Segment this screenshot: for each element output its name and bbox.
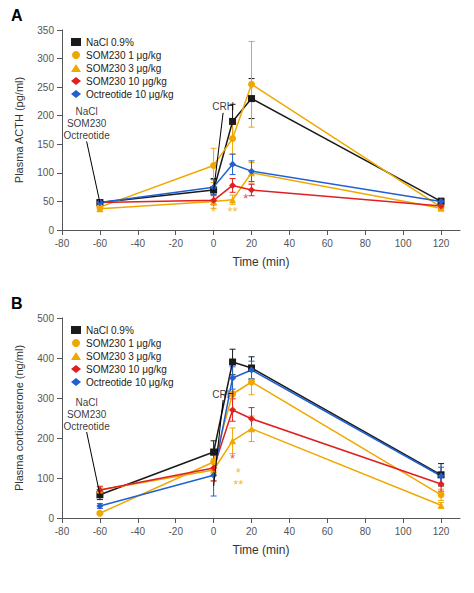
svg-text:**: ** [233, 477, 243, 492]
svg-text:SOM230 3 μg/kg: SOM230 3 μg/kg [86, 351, 161, 362]
svg-text:SOM230 3 μg/kg: SOM230 3 μg/kg [86, 63, 161, 74]
svg-text:60: 60 [322, 526, 334, 537]
svg-text:100: 100 [395, 238, 412, 249]
svg-text:Time (min): Time (min) [233, 543, 290, 557]
svg-text:60: 60 [322, 238, 334, 249]
svg-text:0: 0 [211, 238, 217, 249]
svg-text:-80: -80 [55, 526, 70, 537]
svg-text:-20: -20 [168, 238, 183, 249]
svg-text:CRH: CRH [212, 101, 234, 112]
svg-text:*: * [211, 204, 216, 219]
svg-text:Octreotide: Octreotide [64, 421, 111, 432]
svg-text:80: 80 [360, 526, 372, 537]
svg-text:120: 120 [433, 238, 450, 249]
svg-text:120: 120 [433, 526, 450, 537]
svg-text:350: 350 [37, 25, 54, 36]
svg-text:NaCl 0.9%: NaCl 0.9% [86, 37, 134, 48]
svg-text:NaCl: NaCl [76, 397, 98, 408]
svg-text:300: 300 [37, 393, 54, 404]
svg-text:250: 250 [37, 82, 54, 93]
svg-text:300: 300 [37, 53, 54, 64]
svg-text:-40: -40 [131, 526, 146, 537]
svg-text:CRH: CRH [212, 389, 234, 400]
svg-text:A: A [11, 7, 23, 24]
svg-text:50: 50 [43, 196, 55, 207]
svg-text:-20: -20 [168, 526, 183, 537]
svg-text:SOM230 10 μg/kg: SOM230 10 μg/kg [86, 76, 167, 87]
svg-text:-60: -60 [93, 238, 108, 249]
svg-text:200: 200 [37, 110, 54, 121]
svg-text:500: 500 [37, 313, 54, 324]
svg-text:-60: -60 [93, 526, 108, 537]
svg-text:Time (min): Time (min) [233, 255, 290, 269]
svg-text:*: * [230, 451, 235, 466]
svg-text:SOM230: SOM230 [67, 409, 107, 420]
svg-text:SOM230: SOM230 [67, 118, 107, 129]
svg-text:40: 40 [284, 238, 296, 249]
svg-text:-40: -40 [131, 238, 146, 249]
svg-text:150: 150 [37, 139, 54, 150]
svg-text:100: 100 [37, 473, 54, 484]
svg-text:200: 200 [37, 433, 54, 444]
svg-text:Octreotide: Octreotide [64, 130, 111, 141]
svg-text:Octreotide 10 μg/kg: Octreotide 10 μg/kg [86, 377, 173, 388]
svg-text:-80: -80 [55, 238, 70, 249]
svg-text:NaCl 0.9%: NaCl 0.9% [86, 325, 134, 336]
svg-text:20: 20 [246, 238, 258, 249]
svg-text:SOM230 1 μg/kg: SOM230 1 μg/kg [86, 338, 161, 349]
svg-text:100: 100 [395, 526, 412, 537]
svg-text:400: 400 [37, 353, 54, 364]
svg-text:0: 0 [211, 526, 217, 537]
svg-text:Plasma ACTH (pg/ml): Plasma ACTH (pg/ml) [13, 77, 25, 183]
svg-text:**: ** [228, 204, 238, 219]
svg-text:100: 100 [37, 167, 54, 178]
svg-text:0: 0 [48, 225, 54, 236]
svg-text:0: 0 [48, 513, 54, 524]
svg-text:80: 80 [360, 238, 372, 249]
svg-text:Octreotide 10 μg/kg: Octreotide 10 μg/kg [86, 89, 173, 100]
svg-text:NaCl: NaCl [76, 106, 98, 117]
svg-text:SOM230 10 μg/kg: SOM230 10 μg/kg [86, 364, 167, 375]
svg-text:Plasma corticosterone (ng/ml): Plasma corticosterone (ng/ml) [13, 345, 25, 491]
svg-text:*: * [243, 191, 248, 206]
svg-text:SOM230 1 μg/kg: SOM230 1 μg/kg [86, 50, 161, 61]
svg-text:20: 20 [246, 526, 258, 537]
svg-text:B: B [11, 295, 23, 312]
svg-text:40: 40 [284, 526, 296, 537]
